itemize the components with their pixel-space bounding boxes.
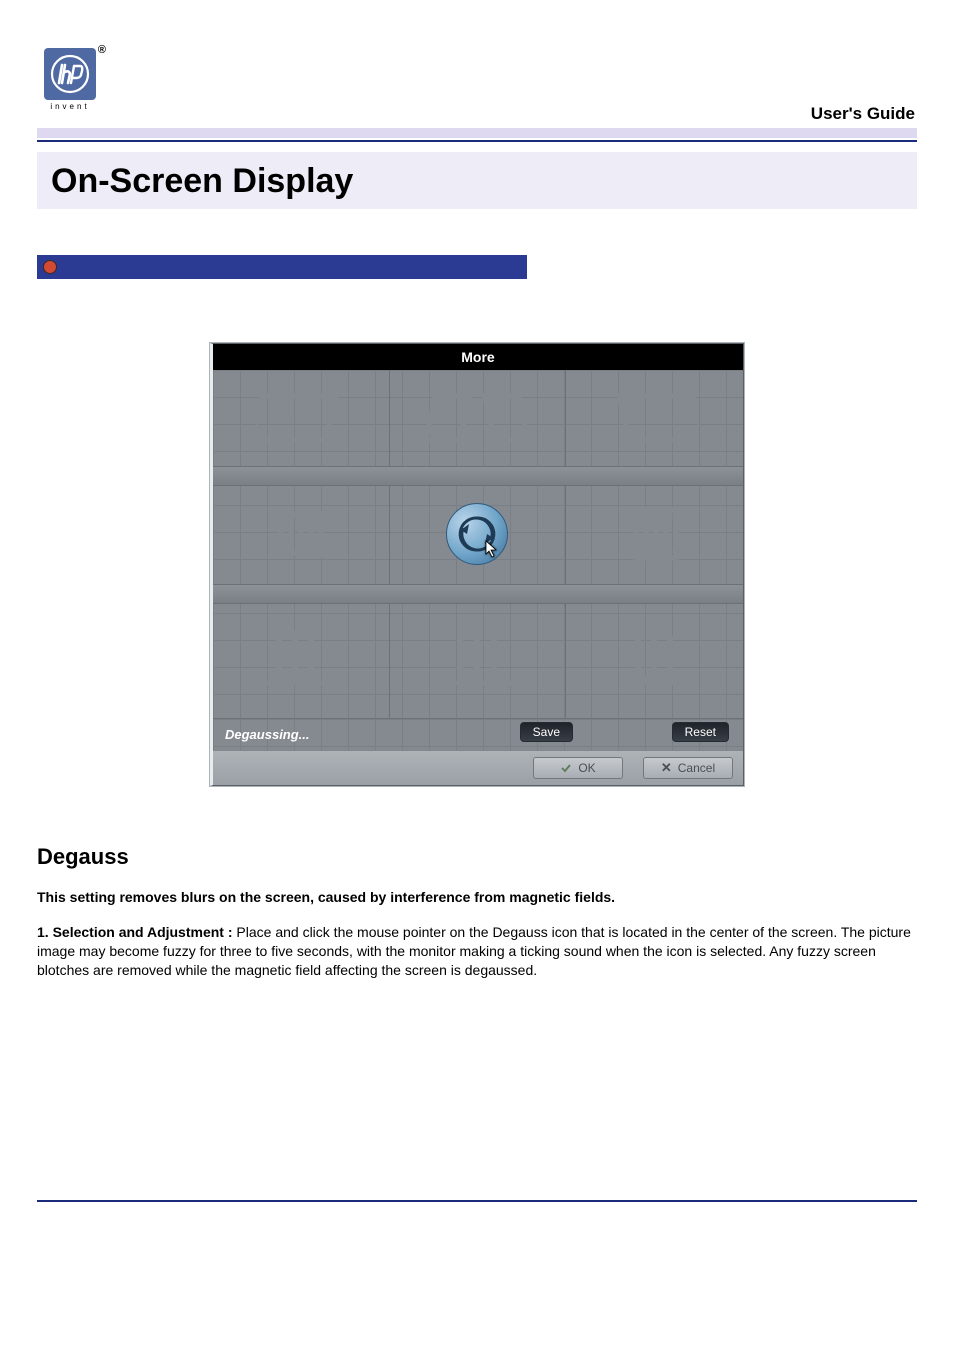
pincushion-left-button[interactable]	[213, 484, 389, 584]
section-step: 1. Selection and Adjustment : Place and …	[37, 923, 917, 980]
parallel-left-button[interactable]: ←	[213, 370, 389, 466]
hp-logo-icon: ®	[44, 48, 96, 100]
tilt-left-button[interactable]	[213, 602, 389, 718]
sub-band	[37, 255, 527, 279]
body-copy: Degauss This setting removes blurs on th…	[37, 844, 917, 980]
svg-text:←: ←	[282, 407, 302, 429]
pincushion-right-button[interactable]	[565, 484, 743, 584]
reset-button[interactable]: Reset	[672, 722, 729, 742]
tilt-center-button[interactable]	[389, 602, 565, 718]
ok-button-label: OK	[578, 761, 595, 775]
rule-navy	[37, 140, 917, 142]
osd-footer: Degaussing... Save Reset OK ✕ Cancel	[213, 718, 743, 785]
degauss-button[interactable]	[389, 484, 565, 584]
osd-footer-buttons: OK ✕ Cancel	[213, 750, 743, 785]
ok-button[interactable]: OK	[533, 757, 623, 779]
logo-caption: invent	[37, 102, 103, 111]
osd-title: More	[213, 344, 743, 370]
row-sep	[213, 466, 743, 486]
cancel-button-label: Cancel	[678, 761, 715, 775]
close-icon: ✕	[661, 760, 672, 776]
osd-grid: ← →	[213, 370, 743, 718]
page-title: On-Screen Display	[51, 162, 903, 201]
cursor-icon	[483, 540, 499, 560]
title-band: On-Screen Display	[37, 152, 917, 209]
bottom-rule	[37, 1200, 917, 1202]
osd-status-text: Degaussing...	[225, 727, 310, 742]
cancel-button[interactable]: ✕ Cancel	[643, 757, 733, 779]
svg-text:→: →	[661, 407, 681, 429]
step-label: 1. Selection and Adjustment :	[37, 924, 233, 940]
page-root: ® invent User's Guide On-Screen Display …	[1, 0, 953, 1238]
check-icon	[560, 762, 572, 774]
save-button[interactable]: Save	[520, 722, 573, 742]
section-heading: Degauss	[37, 844, 917, 870]
parallel-center-button[interactable]	[389, 370, 565, 466]
tilt-right-button[interactable]	[565, 602, 743, 718]
osd-footer-top: Degaussing... Save Reset	[213, 719, 743, 749]
bullet-icon	[43, 260, 57, 274]
masthead: ® invent User's Guide	[37, 48, 917, 128]
registered-mark-icon: ®	[98, 44, 106, 56]
parallel-right-button[interactable]: →	[565, 370, 743, 466]
osd-window: More ←	[210, 343, 744, 786]
guide-label: User's Guide	[811, 104, 915, 124]
degauss-icon	[446, 503, 508, 565]
row-sep	[213, 584, 743, 604]
hp-logo-block: ® invent	[37, 48, 103, 111]
rule-lilac	[37, 128, 917, 138]
section-lead: This setting removes blurs on the screen…	[37, 888, 917, 907]
